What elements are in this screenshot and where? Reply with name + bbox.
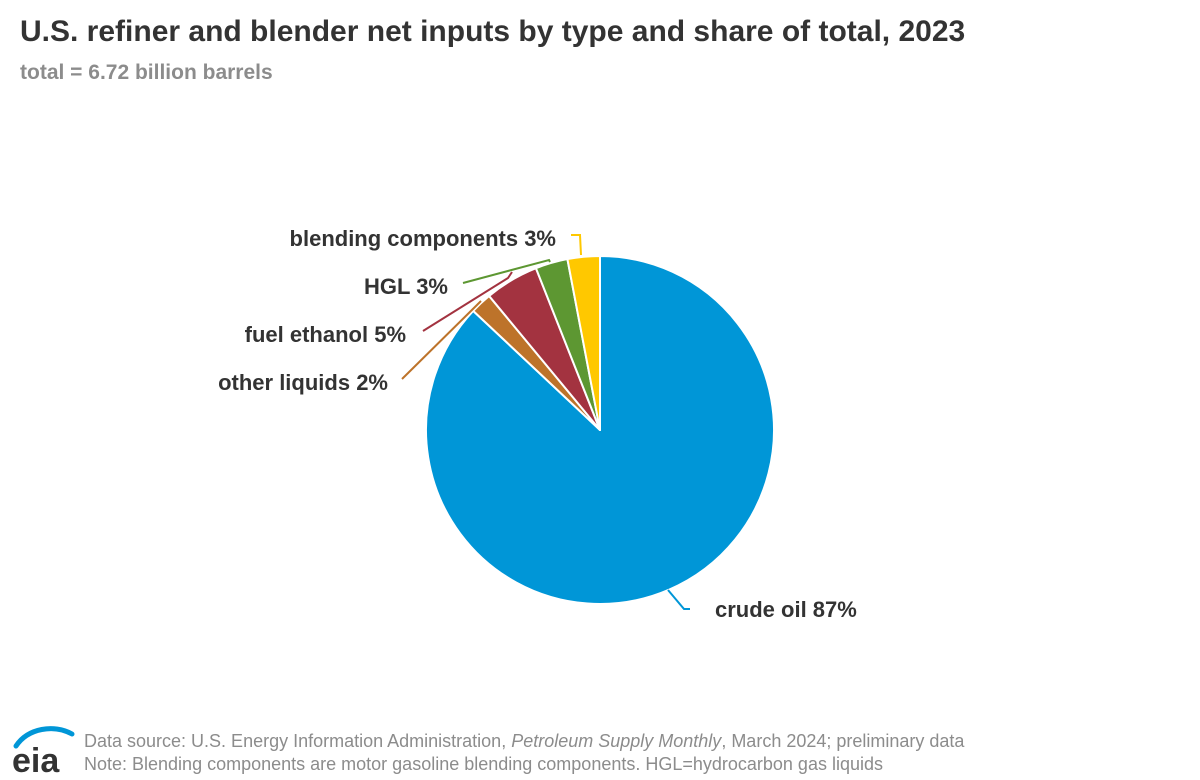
leader-line-0 <box>667 589 690 610</box>
data-source-note: Data source: U.S. Energy Information Adm… <box>84 731 964 752</box>
pie-slice-4 <box>566 255 601 431</box>
eia-logo: eia <box>12 726 75 776</box>
slice-label-2: fuel ethanol 5% <box>245 322 406 347</box>
leader-line-3 <box>462 258 551 284</box>
slice-label-0: crude oil 87% <box>715 597 857 622</box>
chart-subtitle: total = 6.72 billion barrels <box>20 61 273 84</box>
leader-line-1 <box>401 300 482 380</box>
eia-logo-text: eia <box>12 742 60 776</box>
footnote: Note: Blending components are motor gaso… <box>84 754 883 774</box>
source-prefix: Data source: U.S. Energy Information Adm… <box>84 731 512 751</box>
leader-line-4 <box>571 234 582 256</box>
leader-line-2 <box>422 271 513 332</box>
source-publication: Petroleum Supply Monthly <box>511 731 722 751</box>
pie-chart: crude oil 87% other liquids 2% fuel ethano… <box>218 226 857 622</box>
chart-title: U.S. refiner and blender net inputs by t… <box>20 15 966 48</box>
slice-label-1: other liquids 2% <box>218 370 388 395</box>
slice-label-4: blending components 3% <box>290 226 556 251</box>
slice-label-3: HGL 3% <box>364 274 448 299</box>
source-suffix: , March 2024; preliminary data <box>721 731 965 751</box>
